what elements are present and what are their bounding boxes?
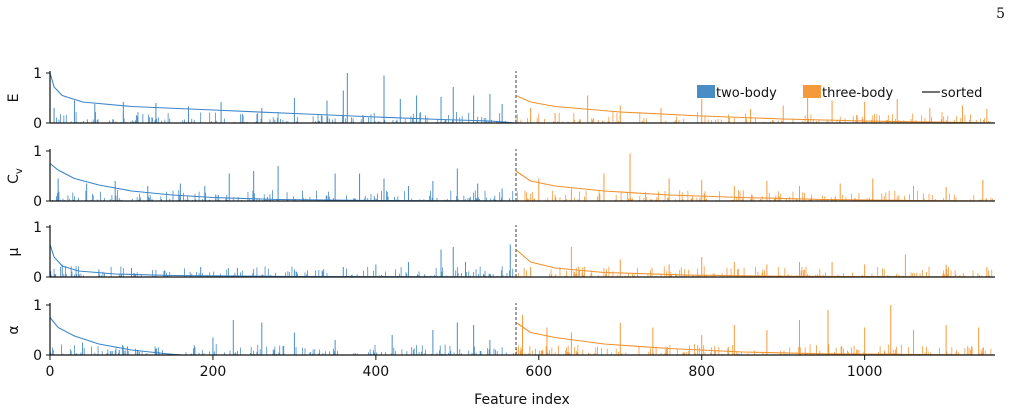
y-axis-label: μ bbox=[6, 247, 22, 256]
three-body-bars bbox=[517, 153, 993, 201]
legend-swatch bbox=[697, 85, 715, 98]
two-body-bars bbox=[50, 244, 514, 277]
y-tick-label: 1 bbox=[33, 144, 42, 160]
panel-2: 0 1 Cv bbox=[6, 144, 996, 210]
y-tick-label: 0 bbox=[33, 270, 42, 286]
y-axis-label: E bbox=[6, 94, 22, 103]
x-tick-label: 0 bbox=[46, 364, 55, 380]
two-body-sorted-line bbox=[49, 72, 517, 124]
legend-label: sorted bbox=[941, 86, 982, 101]
chart-panels: 0 1 E 0 1 Cv 0 1 μ 0 1 α bbox=[6, 66, 996, 364]
legend-item-two-body: two-body bbox=[697, 85, 777, 101]
legend-label: two-body bbox=[716, 86, 777, 101]
three-body-sorted-line bbox=[515, 249, 996, 278]
x-tick-label: 1000 bbox=[847, 364, 883, 380]
x-tick-label: 400 bbox=[362, 364, 389, 380]
y-tick-label: 0 bbox=[33, 348, 42, 364]
y-axis-label-subscript: v bbox=[14, 168, 25, 174]
y-tick-label: 1 bbox=[33, 220, 42, 236]
panel-3: 0 1 μ bbox=[6, 220, 996, 286]
three-body-sorted-line bbox=[515, 94, 996, 124]
legend-item-three-body: three-body bbox=[803, 85, 894, 101]
two-body-bars bbox=[53, 73, 509, 123]
three-body-bars bbox=[516, 305, 995, 355]
panel-4: 0 1 α bbox=[6, 298, 996, 364]
x-axis-label: Feature index bbox=[474, 392, 570, 408]
x-tick-label: 200 bbox=[200, 364, 227, 380]
two-body-sorted-line bbox=[49, 244, 517, 278]
three-body-sorted-line bbox=[515, 170, 996, 202]
y-axis-label: α bbox=[6, 325, 22, 334]
three-body-bars bbox=[518, 247, 993, 277]
two-body-sorted-line bbox=[49, 163, 517, 202]
legend: two-body three-body sorted bbox=[697, 85, 982, 101]
x-axis: 0 200 400 600 800 1000 bbox=[46, 355, 883, 380]
legend-item-sorted: sorted bbox=[922, 86, 982, 101]
y-tick-label: 0 bbox=[33, 116, 42, 132]
y-tick-label: 0 bbox=[33, 194, 42, 210]
panel-1: 0 1 E bbox=[6, 66, 996, 132]
y-axis-label: Cv bbox=[6, 168, 25, 184]
x-tick-label: 600 bbox=[525, 364, 552, 380]
two-body-bars bbox=[52, 166, 514, 201]
page-number: 5 bbox=[996, 6, 1005, 22]
x-tick-label: 800 bbox=[688, 364, 715, 380]
y-tick-label: 1 bbox=[33, 298, 42, 314]
two-body-bars bbox=[50, 320, 516, 355]
y-tick-label: 1 bbox=[33, 66, 42, 82]
legend-swatch bbox=[803, 85, 821, 98]
three-body-sorted-line bbox=[515, 322, 996, 356]
legend-label: three-body bbox=[822, 86, 894, 101]
